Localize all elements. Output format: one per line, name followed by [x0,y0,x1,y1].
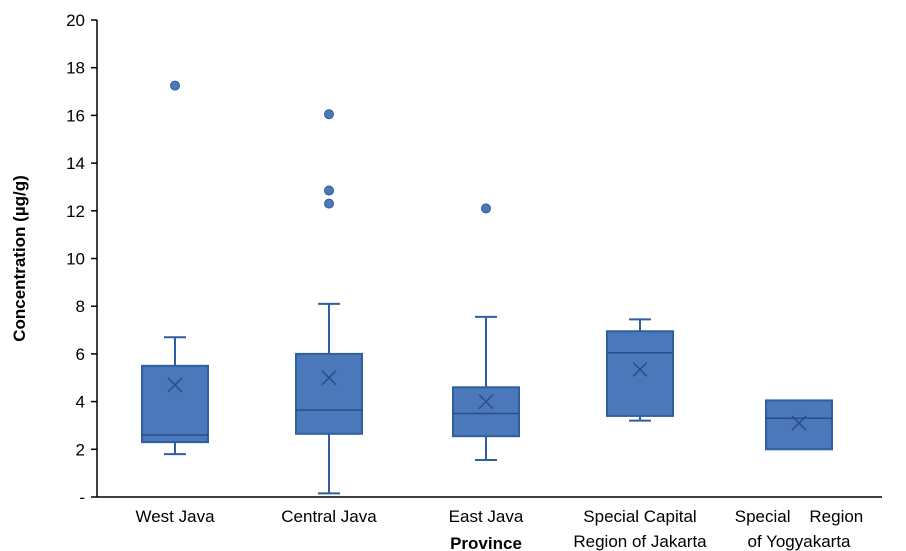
y-tick-label: 6 [76,345,85,364]
x-category-label: of Yogyakarta [747,532,851,551]
y-axis-title: Concentration (µg/g) [10,175,29,342]
mean-marker [632,361,648,377]
y-tick-label: 14 [66,154,85,173]
box-iqr [452,386,520,438]
y-tick-label: 10 [66,250,85,269]
x-axis: West Java Central Java East Java Special Ca… [97,496,882,551]
box-group [606,318,674,422]
outlier-point [324,109,334,120]
mean-marker [321,370,337,386]
mean-marker [478,394,494,410]
y-tick-label: 4 [76,393,85,412]
outlier-point [170,80,180,91]
y-tick-label: 18 [66,59,85,78]
x-category-label: Region of Jakarta [573,532,707,551]
box-group [141,80,209,456]
y-axis: - 2 4 6 8 10 12 14 16 18 20 [66,11,98,507]
box-iqr [606,330,674,417]
mean-marker [791,415,807,431]
box-iqr [141,364,209,444]
y-tick-label: 12 [66,202,85,221]
box-group [452,203,520,462]
y-tick-label: 2 [76,440,85,459]
box-iqr [765,399,833,451]
y-tick-label: 20 [66,11,85,30]
x-category-label: West Java [135,507,215,526]
plot-area [141,80,833,495]
box-iqr [295,352,363,435]
box-group [295,109,363,495]
outlier-point [324,198,334,209]
y-tick-label: 16 [66,106,85,125]
x-axis-title: Province [450,534,522,551]
x-category-label: Special Region [735,507,864,526]
box-group [765,399,833,451]
x-category-label: Special Capital [583,507,696,526]
outlier-point [481,203,491,214]
y-tick-label: 8 [76,297,85,316]
x-category-label: Central Java [281,507,377,526]
outlier-point [324,185,334,196]
y-tick-label: - [79,488,85,507]
mean-marker [167,377,183,393]
x-category-label: East Java [449,507,524,526]
